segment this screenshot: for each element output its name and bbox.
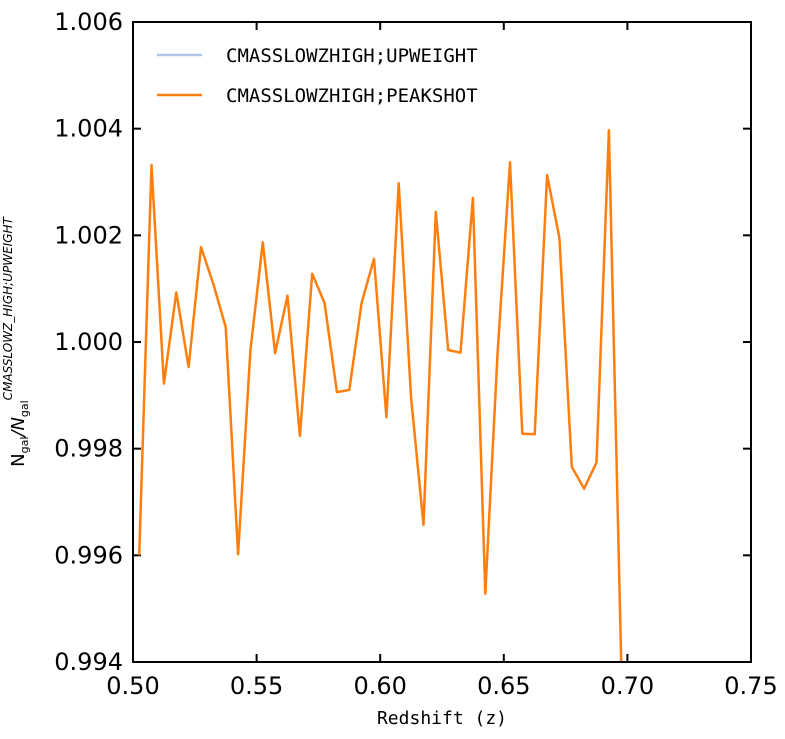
y-title-sub2: gal (18, 400, 31, 417)
y-tick-label: 1.006 (54, 8, 123, 36)
y-tick-label: 0.994 (54, 648, 123, 676)
y-title-main: N (8, 453, 29, 466)
y-title-sup: CMASSLOWZ_HIGH;UPWEIGHT (1, 215, 15, 400)
x-tick-label: 0.75 (724, 672, 777, 700)
x-tick-label: 0.50 (106, 672, 159, 700)
legend-label-peakshot: CMASSLOWZHIGH;PEAKSHOT (226, 85, 478, 107)
plot-frame (132, 21, 752, 663)
y-tick-label: 1.004 (54, 115, 123, 143)
tick-labels: 0.50 0.55 0.60 0.65 0.70 0.75 0.994 0.996 0.998 1… (54, 8, 777, 700)
legend-label-upweight: CMASSLOWZHIGH;UPWEIGHT (226, 45, 478, 67)
y-axis-title: Ngal/NgalCMASSLOWZ_HIGH;UPWEIGHT (1, 215, 31, 466)
y-title-mid: /N (8, 417, 29, 439)
svg-text:Ngal/NgalCMASSLOWZ_HIGH;UPWEIG: Ngal/NgalCMASSLOWZ_HIGH;UPWEIGHT (1, 215, 31, 466)
y-title-sub1: gal (18, 437, 31, 454)
y-tick-label: 1.002 (54, 221, 123, 249)
series-layer (137, 129, 623, 662)
x-tick-label: 0.55 (230, 672, 283, 700)
x-tick-label: 0.60 (353, 672, 406, 700)
x-tick-label: 0.65 (477, 672, 530, 700)
legend: CMASSLOWZHIGH;UPWEIGHT CMASSLOWZHIGH;PEA… (157, 45, 478, 107)
x-axis-title: Redshift (z) (377, 708, 507, 729)
y-tick-label: 0.996 (54, 541, 123, 569)
y-tick-label: 0.998 (54, 435, 123, 463)
x-tick-label: 0.70 (601, 672, 654, 700)
series-line-1 (137, 129, 623, 662)
y-tick-label: 1.000 (54, 328, 123, 356)
